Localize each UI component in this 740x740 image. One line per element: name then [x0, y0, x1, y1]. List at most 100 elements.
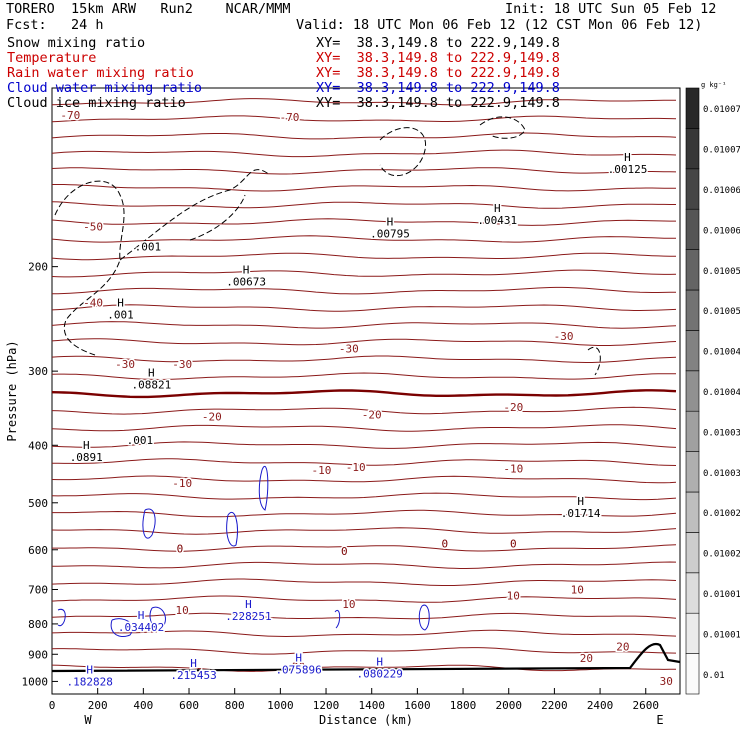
y-tick-label: 500	[28, 497, 48, 510]
colorbar-label: 0.01001	[703, 630, 740, 640]
snow-max-marker: H	[243, 264, 250, 277]
cloud-water-contour	[149, 606, 166, 631]
field-xy-snow: XY= 38.3,149.8 to 222.9,149.8	[316, 35, 560, 51]
colorbar-segment	[685, 208, 700, 250]
cloud-water-max-value: .034402	[118, 621, 164, 634]
snow-contour	[189, 194, 246, 241]
temperature-label: 20	[292, 660, 305, 673]
cloud-water-max-marker: H	[138, 609, 145, 622]
isotherm-line	[51, 304, 677, 312]
temperature-label: 0	[441, 537, 448, 550]
field-name-rain: Rain water mixing ratio	[7, 65, 194, 81]
field-name-snow: Snow mixing ratio	[7, 35, 146, 51]
snow-contour	[587, 347, 601, 376]
x-tick-label: 600	[179, 699, 199, 712]
x-tick-label: 2200	[541, 699, 568, 712]
isotherm-line	[51, 441, 677, 449]
isotherm-line	[51, 98, 676, 106]
isotherm-line	[52, 286, 677, 295]
valid-time: Valid: 18 UTC Mon 06 Feb 12 (12 CST Mon …	[296, 17, 703, 33]
isotherm-line	[51, 475, 677, 484]
snow-max-value: .0891	[70, 451, 103, 464]
x-tick-label: 400	[133, 699, 153, 712]
field-name-cloud-water: Cloud water mixing ratio	[7, 80, 203, 96]
snow-max-marker: H	[577, 495, 584, 508]
temperature-label: -30	[554, 330, 574, 343]
snow-max-value: .08821	[131, 379, 171, 392]
colorbar-segment	[685, 491, 700, 533]
colorbar-label: 0.01002	[703, 550, 740, 560]
endpoint-east: E	[656, 713, 663, 727]
x-tick-label: 800	[225, 699, 245, 712]
field-xy-rain: XY= 38.3,149.8 to 222.9,149.8	[316, 65, 560, 81]
y-tick-label: 400	[28, 439, 48, 452]
colorbar-segment	[685, 532, 700, 574]
cloud-water-max-value: .080229	[357, 668, 403, 681]
isotherm-line	[51, 612, 677, 620]
isotherm-line	[51, 578, 677, 586]
colorbar-label: 0.01004	[703, 348, 740, 358]
temperature-label: -70	[280, 111, 300, 124]
snow-max-marker: H	[494, 202, 501, 215]
colorbar-segment	[685, 612, 700, 654]
cloud-water-contour	[142, 508, 156, 539]
cloud-water-max-value: .075896	[275, 664, 321, 677]
isotherm-line	[51, 167, 677, 175]
colorbar-label: 0.01007	[703, 105, 740, 115]
colorbar-segment	[685, 330, 700, 372]
isotherm-line	[51, 647, 677, 655]
colorbar-label: 0.01006	[703, 226, 740, 236]
colorbar-segment	[685, 128, 700, 170]
forecast-hour: Fcst: 24 h	[6, 17, 104, 33]
field-xy-temperature: XY= 38.3,149.8 to 222.9,149.8	[316, 50, 560, 66]
temperature-label: -30	[172, 358, 192, 371]
snow-max-value: .00795	[370, 228, 410, 241]
isotherm-zero	[51, 389, 677, 399]
cloud-water-max-marker: H	[190, 657, 197, 670]
cloud-water-max-marker: H	[295, 652, 302, 665]
isotherm-line	[51, 252, 676, 261]
temperature-label: -10	[312, 464, 332, 477]
temperature-label: 10	[342, 598, 355, 611]
colorbar-segment	[685, 653, 700, 695]
temperature-label: 0	[510, 538, 517, 551]
snow-contour	[54, 180, 125, 356]
x-tick-label: 2600	[632, 699, 659, 712]
isotherm-line	[51, 664, 676, 672]
field-xy-cloud-water: XY= 38.3,149.8 to 222.9,149.8	[316, 80, 560, 96]
temperature-label: -50	[83, 220, 103, 233]
colorbar-segment	[685, 410, 700, 452]
isotherm-line	[52, 184, 677, 192]
isotherm-line	[51, 218, 676, 226]
y-tick-label: 300	[28, 365, 48, 378]
cloud-water-contour	[418, 604, 430, 631]
y-tick-label: 900	[28, 648, 48, 661]
isotherm-line	[51, 629, 677, 638]
cloud-water-contour	[334, 609, 341, 629]
colorbar-segment	[685, 572, 700, 614]
endpoint-west: W	[84, 713, 92, 727]
temperature-label: 10	[507, 590, 520, 603]
y-tick-label: 700	[28, 584, 48, 597]
y-tick-label: 1000	[22, 675, 49, 688]
x-tick-label: 2000	[495, 699, 522, 712]
temperature-label: 0	[177, 542, 184, 555]
x-tick-label: 1600	[404, 699, 431, 712]
temperature-label: 10	[571, 584, 584, 597]
cloud-water-max-marker: H	[245, 598, 252, 611]
colorbar-label: 0.01	[703, 671, 725, 681]
isotherm-line	[51, 527, 677, 535]
snow-max-value: .01714	[561, 507, 601, 520]
isotherm-line	[51, 561, 677, 569]
x-axis-label: Distance (km)	[319, 713, 413, 727]
y-tick-label: 800	[28, 618, 48, 631]
y-tick-label: 600	[28, 544, 48, 557]
x-tick-label: 1800	[450, 699, 477, 712]
isotherm-line	[51, 149, 677, 158]
isotherm-line	[51, 338, 677, 346]
colorbar-label: 0.01007	[703, 146, 740, 156]
snow-max-marker: H	[117, 297, 124, 310]
plot-frame	[51, 87, 681, 695]
field-name-cloud-ice: Cloud ice mixing ratio	[7, 95, 186, 111]
